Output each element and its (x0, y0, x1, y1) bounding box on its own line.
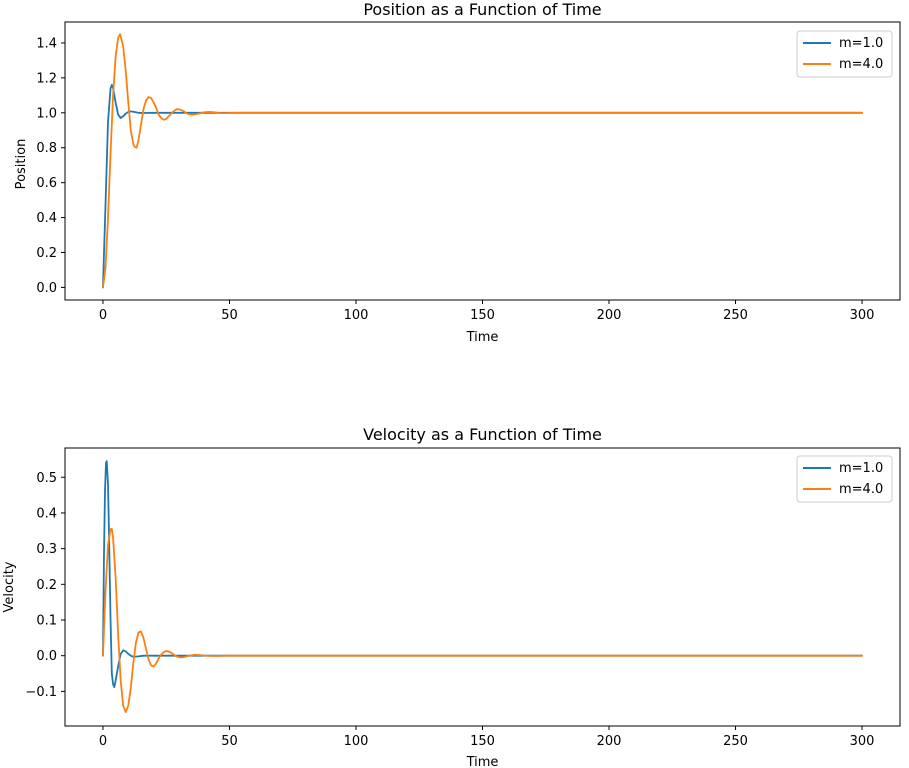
velocity-y-tick-label: 0.3 (36, 542, 57, 557)
position-chart-title: Position as a Function of Time (363, 0, 601, 19)
velocity-x-axis-label: Time (466, 755, 499, 768)
position-x-tick-label: 200 (597, 308, 622, 323)
position-series-line-m1 (102, 83, 863, 289)
velocity-x-tick-label: 200 (597, 734, 622, 749)
position-y-tick-label: 0.0 (36, 281, 57, 296)
velocity-series-line-m4 (102, 528, 863, 713)
velocity-x-tick-label: 100 (344, 734, 369, 749)
velocity-plot: Velocity as a Function of Time Time Velo… (2, 425, 901, 768)
position-x-tick-label: 300 (850, 308, 875, 323)
position-legend-label-m4: m=4.0 (839, 57, 883, 72)
position-y-tick-label: 0.2 (36, 246, 57, 261)
velocity-chart-title: Velocity as a Function of Time (363, 425, 602, 444)
velocity-y-tick-label: −0.1 (25, 685, 57, 700)
position-y-tick-label: 1.2 (36, 71, 57, 86)
position-legend: m=1.0 m=4.0 (796, 30, 893, 78)
position-legend-label-m1: m=1.0 (839, 36, 883, 51)
position-x-tick-label: 150 (470, 308, 495, 323)
velocity-y-axis-label: Velocity (2, 561, 17, 612)
position-y-tick-label: 1.0 (36, 106, 57, 121)
velocity-y-tick-label: 0.1 (36, 614, 57, 629)
velocity-x-tick-label: 0 (99, 734, 107, 749)
position-y-tick-label: 0.4 (36, 211, 57, 226)
velocity-x-tick-label: 300 (850, 734, 875, 749)
position-x-tick-label: 250 (723, 308, 748, 323)
velocity-x-tick-label: 150 (470, 734, 495, 749)
position-y-tick-label: 1.4 (36, 36, 57, 51)
position-x-tick-label: 50 (221, 308, 238, 323)
position-x-axis-label: Time (466, 330, 499, 345)
velocity-y-tick-label: 0.5 (36, 471, 57, 486)
velocity-y-tick-label: 0.4 (36, 506, 57, 521)
position-y-tick-label: 0.6 (36, 176, 57, 191)
velocity-x-tick-label: 250 (723, 734, 748, 749)
velocity-axes-frame (64, 447, 901, 727)
velocity-y-tick-label: 0.0 (36, 649, 57, 664)
velocity-legend: m=1.0 m=4.0 (796, 455, 893, 503)
position-y-axis-label: Position (14, 139, 29, 190)
position-y-tick-label: 0.8 (36, 141, 57, 156)
position-plot: Position as a Function of Time Time Posi… (14, 0, 901, 345)
velocity-legend-label-m4: m=4.0 (839, 482, 883, 497)
position-series-line-m4 (102, 33, 863, 289)
velocity-legend-label-m1: m=1.0 (839, 461, 883, 476)
position-axes-frame (64, 21, 901, 301)
position-x-tick-label: 100 (344, 308, 369, 323)
velocity-x-tick-label: 50 (221, 734, 238, 749)
velocity-y-tick-label: 0.2 (36, 578, 57, 593)
position-x-tick-label: 0 (99, 308, 107, 323)
velocity-series-line-m1 (102, 460, 863, 688)
